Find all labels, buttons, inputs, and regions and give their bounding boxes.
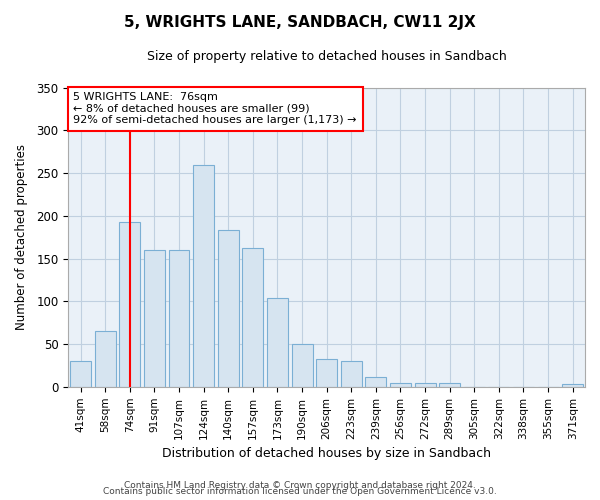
- Title: Size of property relative to detached houses in Sandbach: Size of property relative to detached ho…: [147, 50, 506, 63]
- Bar: [562, 384, 583, 387]
- Bar: [365, 378, 386, 387]
- Bar: [390, 384, 411, 387]
- Bar: [242, 248, 263, 387]
- Text: Contains HM Land Registry data © Crown copyright and database right 2024.: Contains HM Land Registry data © Crown c…: [124, 481, 476, 490]
- Bar: [267, 298, 288, 387]
- Bar: [193, 164, 214, 387]
- Bar: [119, 222, 140, 387]
- Text: 5 WRIGHTS LANE:  76sqm
← 8% of detached houses are smaller (99)
92% of semi-deta: 5 WRIGHTS LANE: 76sqm ← 8% of detached h…: [73, 92, 357, 126]
- Bar: [316, 360, 337, 387]
- Bar: [292, 344, 313, 387]
- Y-axis label: Number of detached properties: Number of detached properties: [15, 144, 28, 330]
- Bar: [439, 382, 460, 387]
- Bar: [95, 332, 116, 387]
- Bar: [218, 230, 239, 387]
- Bar: [341, 361, 362, 387]
- Bar: [415, 384, 436, 387]
- Bar: [144, 250, 165, 387]
- X-axis label: Distribution of detached houses by size in Sandbach: Distribution of detached houses by size …: [162, 447, 491, 460]
- Text: 5, WRIGHTS LANE, SANDBACH, CW11 2JX: 5, WRIGHTS LANE, SANDBACH, CW11 2JX: [124, 15, 476, 30]
- Text: Contains public sector information licensed under the Open Government Licence v3: Contains public sector information licen…: [103, 487, 497, 496]
- Bar: [70, 361, 91, 387]
- Bar: [169, 250, 190, 387]
